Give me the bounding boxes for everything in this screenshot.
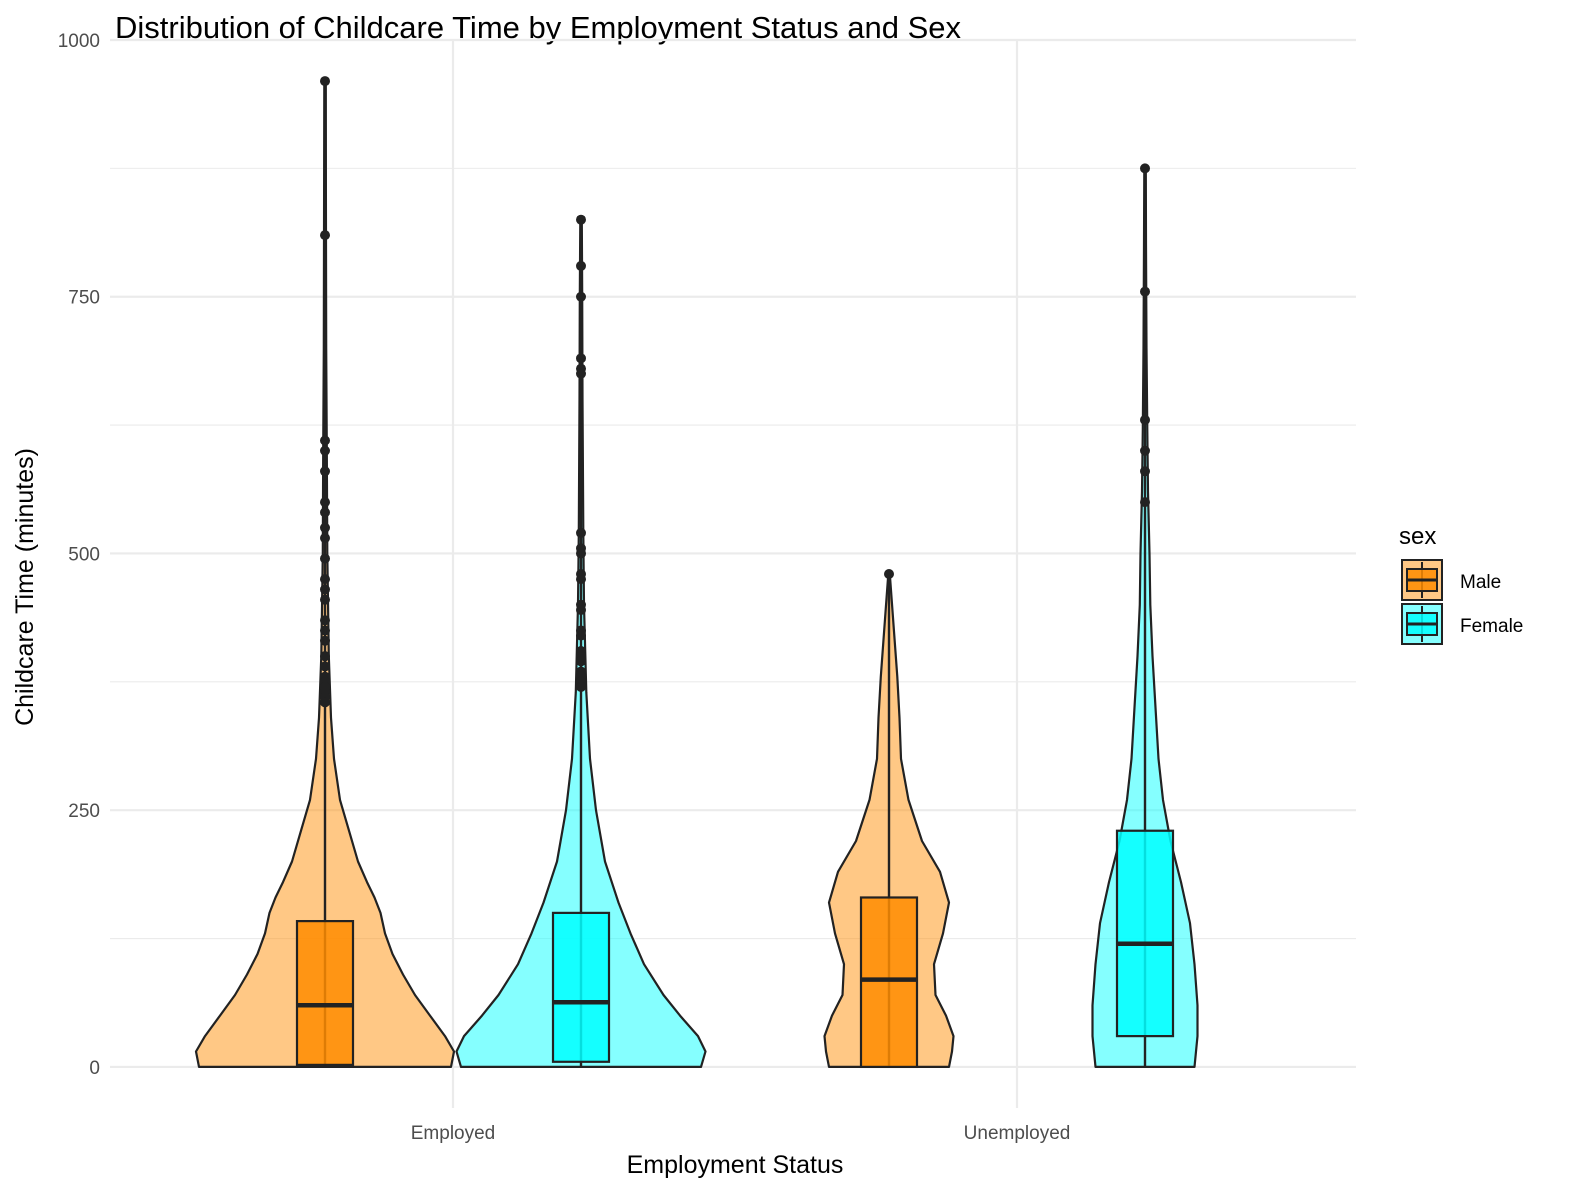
y-tick-label: 500 bbox=[68, 544, 100, 565]
outlier-point bbox=[320, 594, 330, 605]
outlier-point bbox=[576, 656, 586, 667]
outlier-point bbox=[320, 522, 330, 533]
legend-title: sex bbox=[1399, 523, 1436, 550]
grid-lines bbox=[110, 38, 1356, 1108]
boxplots bbox=[295, 81, 1175, 1069]
outlier-point bbox=[576, 681, 586, 692]
violins bbox=[194, 80, 1199, 1068]
y-tick-label: 750 bbox=[68, 288, 100, 309]
legend-label: Female bbox=[1460, 616, 1523, 637]
outlier-point bbox=[320, 615, 330, 626]
outlier-point bbox=[320, 435, 330, 446]
outlier-point bbox=[1140, 497, 1150, 508]
outlier-point bbox=[1140, 466, 1150, 477]
outlier-point bbox=[576, 574, 586, 585]
x-tick-label: Unemployed bbox=[964, 1123, 1071, 1144]
outlier-point bbox=[576, 604, 586, 615]
y-tick-label: 0 bbox=[89, 1058, 100, 1079]
axes: 0 250 500 750 1000 Employed Unemployed bbox=[58, 31, 1071, 1144]
outlier-point bbox=[320, 553, 330, 564]
box-female-unemployed bbox=[1115, 829, 1175, 1038]
x-axis-title: Employment Status bbox=[627, 1151, 844, 1179]
box-male-unemployed bbox=[859, 896, 919, 1069]
outlier-point bbox=[1140, 445, 1150, 456]
outlier-point bbox=[1140, 286, 1150, 297]
outlier-point bbox=[320, 651, 330, 662]
outlier-point bbox=[320, 635, 330, 646]
x-tick-label: Employed bbox=[411, 1123, 496, 1144]
outlier-point bbox=[576, 353, 586, 364]
outlier-point bbox=[1140, 414, 1150, 425]
y-tick-label: 1000 bbox=[58, 31, 100, 52]
outlier-point bbox=[320, 230, 330, 241]
outlier-point bbox=[320, 507, 330, 518]
outlier-point bbox=[320, 533, 330, 544]
outlier-point bbox=[576, 630, 586, 641]
outlier-point bbox=[576, 214, 586, 225]
outlier-point bbox=[576, 368, 586, 379]
outlier-point bbox=[320, 661, 330, 672]
outlier-point bbox=[320, 76, 330, 87]
y-axis-title: Childcare Time (minutes) bbox=[11, 448, 39, 726]
outlier-point bbox=[320, 574, 330, 585]
box-female-employed bbox=[551, 911, 611, 1063]
outlier-point bbox=[576, 527, 586, 538]
outlier-point bbox=[576, 548, 586, 559]
outlier-point bbox=[320, 466, 330, 477]
outlier-points bbox=[320, 76, 1150, 708]
y-tick-label: 250 bbox=[68, 801, 100, 822]
outlier-point bbox=[320, 497, 330, 508]
outlier-point bbox=[1140, 163, 1150, 174]
outlier-point bbox=[576, 260, 586, 271]
outlier-point bbox=[320, 584, 330, 595]
legend-item-female: Female bbox=[1401, 603, 1523, 645]
outlier-point bbox=[576, 291, 586, 302]
outlier-point bbox=[320, 697, 330, 708]
outlier-point bbox=[320, 445, 330, 456]
legend-item-male: Male bbox=[1401, 559, 1501, 601]
legend: sex Male Female bbox=[1399, 523, 1523, 645]
box-male-employed bbox=[295, 919, 355, 1066]
legend-label: Male bbox=[1460, 572, 1501, 593]
outlier-point bbox=[320, 625, 330, 636]
outlier-point bbox=[884, 569, 894, 579]
